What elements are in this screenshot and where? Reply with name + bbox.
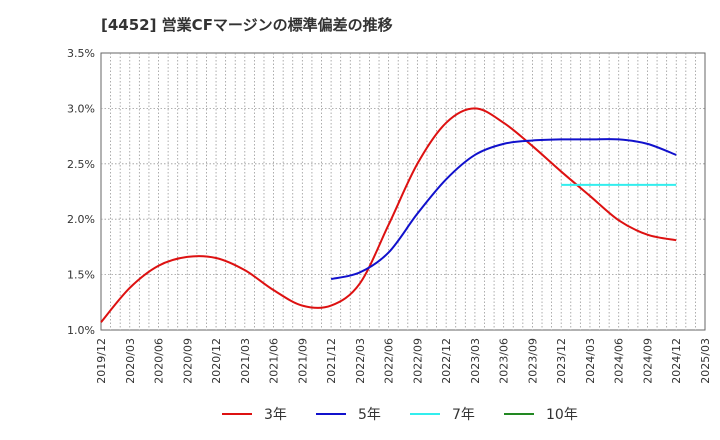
legend: 3年 5年 7年 10年	[222, 407, 578, 423]
chart-title: [4452] 営業CFマージンの標準偏差の推移	[101, 16, 393, 34]
y-tick-label: 1.5%	[67, 269, 95, 282]
x-tick-label: 2020/09	[181, 338, 194, 384]
x-tick-label: 2023/06	[498, 338, 511, 384]
x-tick-label: 2022/03	[354, 338, 367, 384]
x-tick-label: 2022/06	[383, 338, 396, 384]
x-tick-label: 2023/03	[469, 338, 482, 384]
x-tick-label: 2021/06	[268, 338, 281, 384]
y-tick-label: 2.0%	[67, 213, 95, 226]
x-tick-label: 2021/09	[296, 338, 309, 384]
legend-label: 7年	[452, 407, 475, 423]
x-tick-label: 2021/03	[239, 338, 252, 384]
series-lines	[100, 107, 677, 323]
grid	[101, 53, 705, 330]
legend-label: 3年	[264, 407, 287, 423]
x-tick-label: 2024/12	[670, 338, 683, 384]
x-tick-label: 2023/09	[526, 338, 539, 384]
series-line-2	[330, 138, 677, 281]
legend-label: 10年	[546, 407, 578, 423]
x-tick-label: 2021/12	[325, 338, 338, 384]
x-axis: 2019/12 2020/03 2020/06 2020/09 2020/12 2021/…	[95, 338, 712, 384]
x-tick-label: 2023/12	[555, 338, 568, 384]
y-tick-label: 3.0%	[67, 102, 95, 115]
y-tick-label: 1.0%	[67, 324, 95, 337]
x-tick-label: 2024/06	[613, 338, 626, 384]
x-tick-label: 2020/03	[124, 338, 137, 384]
legend-label: 5年	[358, 407, 381, 423]
x-tick-label: 2025/03	[699, 338, 712, 384]
x-tick-label: 2019/12	[95, 338, 108, 384]
x-tick-label: 2020/12	[210, 338, 223, 384]
x-tick-label: 2024/03	[584, 338, 597, 384]
y-tick-label: 2.5%	[67, 158, 95, 171]
x-tick-label: 2022/12	[440, 338, 453, 384]
series-line-1	[100, 107, 677, 323]
x-tick-label: 2022/09	[411, 338, 424, 384]
x-tick-label: 2020/06	[153, 338, 166, 384]
x-tick-label: 2024/09	[641, 338, 654, 384]
y-tick-label: 3.5%	[67, 47, 95, 60]
y-axis: 1.0% 1.5% 2.0% 2.5% 3.0% 3.5%	[67, 47, 95, 337]
